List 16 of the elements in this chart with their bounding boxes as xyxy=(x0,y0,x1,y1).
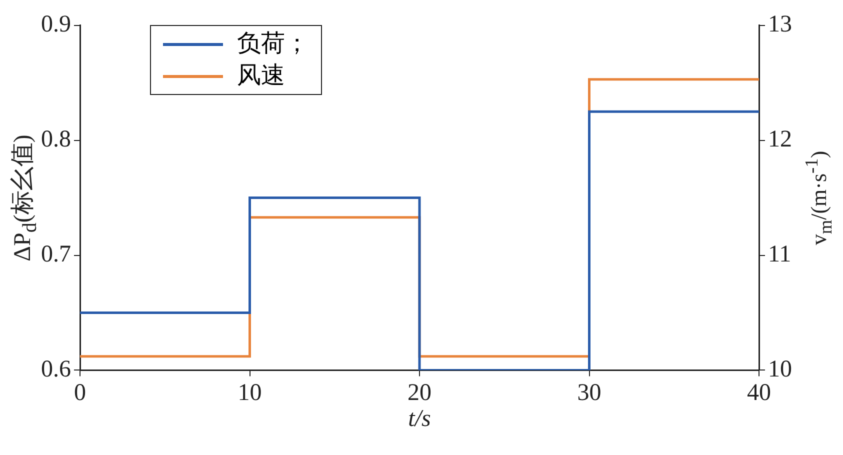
x-tick-label: 40 xyxy=(747,380,771,406)
y-tick-label: 0.7 xyxy=(41,242,71,268)
y2-tick-label: 11 xyxy=(768,242,792,268)
y-tick-label: 0.9 xyxy=(41,12,71,38)
y-tick-label: 0.8 xyxy=(41,126,71,153)
y2-tick-label: 12 xyxy=(768,126,792,153)
x-tick-label: 20 xyxy=(408,380,432,406)
x-axis-title: t/s xyxy=(408,406,431,434)
legend-label: 负荷； xyxy=(237,30,309,60)
legend-label: 风速 xyxy=(237,62,285,92)
x-tick-label: 0 xyxy=(74,380,86,406)
x-tick-label: 10 xyxy=(238,380,262,406)
y-tick-label: 0.6 xyxy=(41,356,71,382)
x-tick-label: 30 xyxy=(577,380,602,406)
y2-tick-label: 13 xyxy=(768,12,792,38)
y2-tick-label: 10 xyxy=(768,356,792,382)
